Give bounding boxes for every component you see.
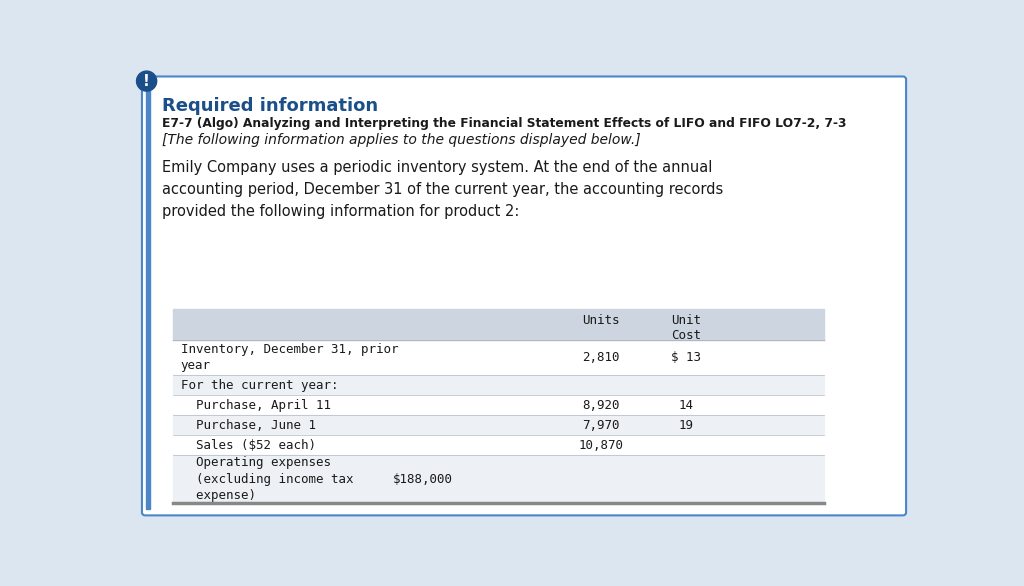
Bar — [173, 340, 824, 375]
Text: 14: 14 — [679, 398, 693, 412]
Bar — [173, 309, 824, 340]
Text: Required information: Required information — [162, 97, 378, 114]
Text: Purchase, June 1: Purchase, June 1 — [180, 419, 315, 432]
Bar — [173, 375, 824, 396]
Text: [The following information applies to the questions displayed below.]: [The following information applies to th… — [162, 134, 641, 148]
Bar — [173, 396, 824, 415]
Text: Inventory, December 31, prior
year: Inventory, December 31, prior year — [180, 343, 398, 372]
Bar — [173, 435, 824, 455]
Bar — [173, 455, 824, 503]
Bar — [173, 415, 824, 435]
FancyBboxPatch shape — [142, 77, 906, 515]
Text: Unit
Cost: Unit Cost — [671, 314, 701, 342]
Circle shape — [136, 71, 157, 91]
Text: 19: 19 — [679, 419, 693, 432]
Bar — [145, 83, 151, 509]
Text: !: ! — [143, 74, 151, 88]
Text: 7,970: 7,970 — [582, 419, 620, 432]
Text: Units: Units — [582, 314, 620, 326]
Text: E7-7 (Algo) Analyzing and Interpreting the Financial Statement Effects of LIFO a: E7-7 (Algo) Analyzing and Interpreting t… — [162, 117, 847, 130]
Text: $ 13: $ 13 — [671, 351, 701, 364]
Text: $188,000: $188,000 — [392, 473, 453, 486]
Text: Sales ($52 each): Sales ($52 each) — [180, 439, 315, 452]
Text: 2,810: 2,810 — [582, 351, 620, 364]
Text: Operating expenses
  (excluding income tax
  expense): Operating expenses (excluding income tax… — [180, 456, 353, 502]
Text: For the current year:: For the current year: — [180, 379, 338, 392]
Text: 8,920: 8,920 — [582, 398, 620, 412]
Text: Emily Company uses a periodic inventory system. At the end of the annual
account: Emily Company uses a periodic inventory … — [162, 161, 723, 219]
Text: Purchase, April 11: Purchase, April 11 — [180, 398, 331, 412]
Text: 10,870: 10,870 — [579, 439, 624, 452]
